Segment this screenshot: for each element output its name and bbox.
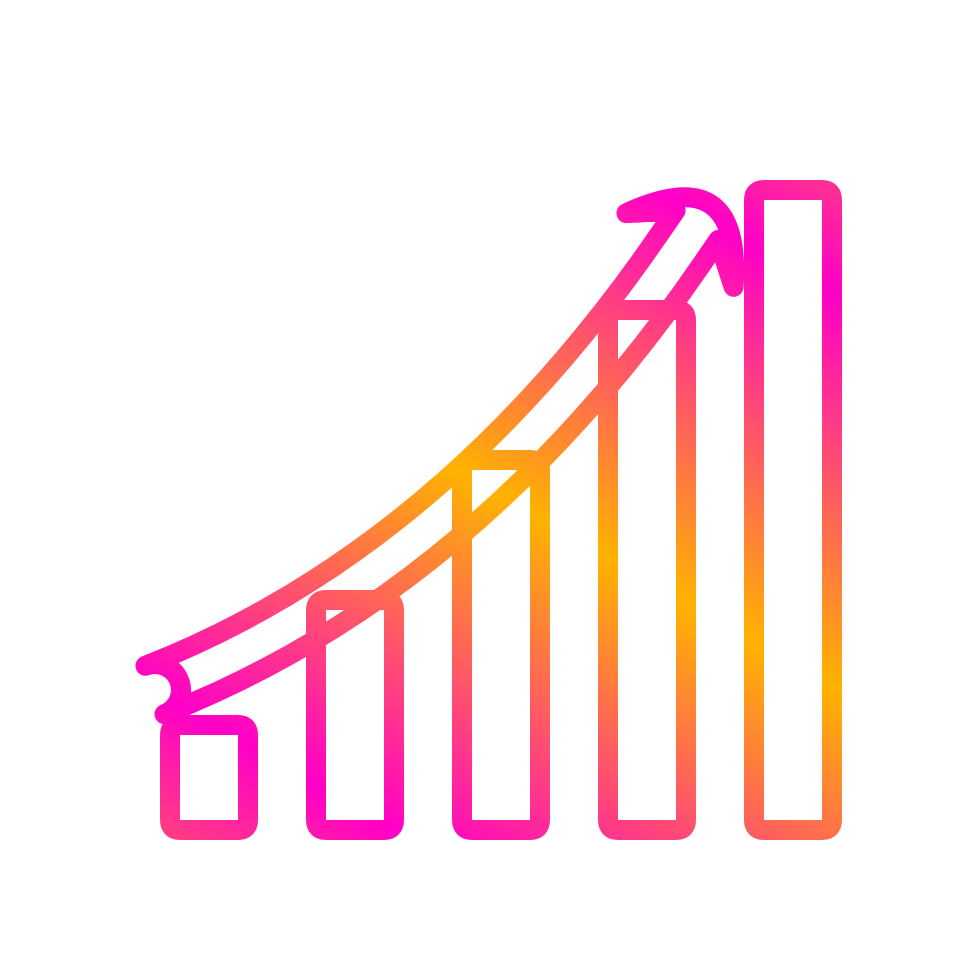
growth-chart-icon [0,0,980,980]
growth-chart-icon-path [145,190,832,830]
